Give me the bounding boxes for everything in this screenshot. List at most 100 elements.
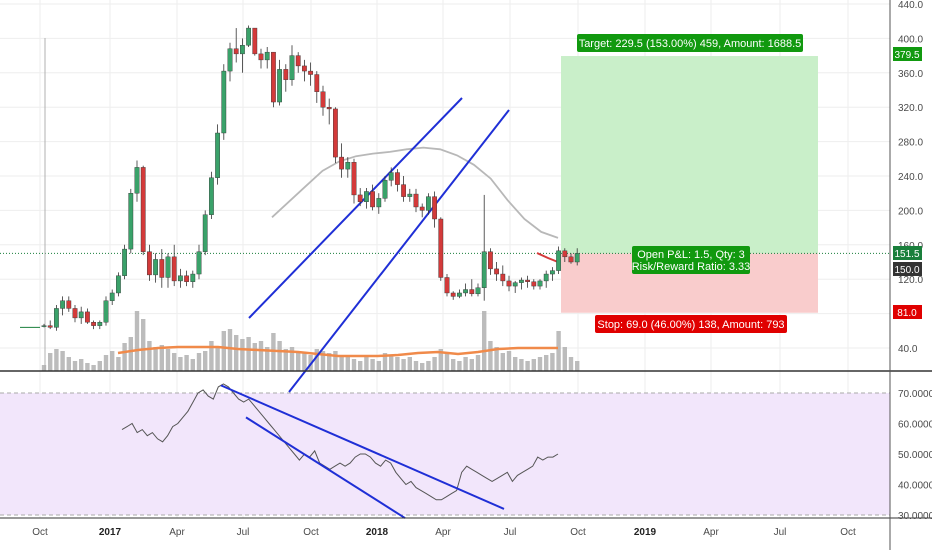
- volume-bar: [506, 351, 512, 371]
- pnl-label: Open P&L: 1.5, Qty: 3 Risk/Reward Ratio:…: [632, 246, 750, 274]
- candle-body: [512, 282, 518, 287]
- candle-body: [357, 194, 363, 202]
- price-tick-label: 320.0: [898, 103, 923, 114]
- rsi-pane: [0, 383, 890, 519]
- candle-body: [190, 273, 196, 282]
- pnl-label-text: Open P&L: 1.5, Qty: 3: [637, 249, 745, 261]
- candle-body: [562, 250, 568, 258]
- volume-bar: [475, 355, 481, 371]
- candle-body: [47, 325, 53, 328]
- candle-body: [196, 251, 202, 275]
- volume-bar: [116, 357, 121, 371]
- rsi-tick-label: 40.0000: [898, 481, 932, 492]
- candle-body: [481, 251, 487, 288]
- candle-body: [432, 196, 437, 220]
- candle-body: [184, 275, 189, 282]
- moving-average-line: [271, 146, 559, 239]
- volume-bar: [407, 357, 412, 371]
- stop-label-text: Stop: 69.0 (46.00%) 138, Amount: 793: [597, 319, 784, 331]
- candle-body: [426, 196, 431, 211]
- candle-body: [177, 275, 183, 282]
- target-price-tag: 379.5: [893, 47, 922, 61]
- time-tick-label: Jul: [504, 527, 517, 538]
- volume-bar: [240, 339, 245, 371]
- volume-bar: [227, 329, 233, 371]
- position-zones: [0, 56, 890, 313]
- volume-bar: [110, 351, 115, 371]
- volume-bar: [215, 347, 220, 371]
- candle-body: [60, 300, 66, 309]
- stop-price-tag-text: 81.0: [897, 308, 917, 319]
- volume-bar: [395, 357, 400, 371]
- candle-body: [519, 279, 524, 283]
- candle-body: [537, 280, 543, 287]
- entry-price-tag-box: [893, 246, 922, 260]
- candle-body: [283, 69, 289, 80]
- price-tick-label: 200.0: [898, 206, 923, 217]
- volume-bar: [333, 351, 338, 371]
- price-tick-label: 280.0: [898, 138, 923, 149]
- volume-bar: [72, 361, 78, 371]
- price-tick-label: 400.0: [898, 34, 923, 45]
- candle-body: [550, 270, 555, 275]
- volume-bar: [389, 355, 394, 371]
- volume-bar: [302, 353, 307, 371]
- volume-bar: [258, 341, 264, 371]
- time-tick-label: Apr: [703, 527, 719, 538]
- candle-body: [388, 172, 394, 181]
- volume-bar: [246, 337, 251, 371]
- volume-bar: [196, 353, 202, 371]
- candle-body: [457, 292, 462, 297]
- volume-bar: [314, 349, 319, 371]
- volume-bar: [358, 361, 363, 371]
- candle-body: [376, 198, 382, 208]
- volume-bar: [190, 359, 195, 371]
- volume-bar: [296, 351, 301, 371]
- candles: [20, 25, 580, 331]
- candle-body: [407, 193, 413, 197]
- candle-body: [109, 292, 115, 301]
- candle-body: [271, 51, 276, 103]
- volume-bar: [401, 359, 406, 371]
- last-price-tag-box: [893, 262, 922, 276]
- target-label-box: [577, 34, 803, 52]
- candle-body: [246, 27, 251, 46]
- candle-body: [475, 287, 481, 295]
- entry-price-tag: 151.5: [893, 246, 922, 260]
- candle-body: [221, 70, 227, 134]
- candle-body: [66, 300, 72, 309]
- stop-label: Stop: 69.0 (46.00%) 138, Amount: 793: [595, 315, 787, 333]
- volume-bar: [550, 353, 555, 371]
- candle-body: [382, 180, 388, 199]
- time-tick-label: Oct: [840, 527, 856, 538]
- candle-body: [333, 108, 338, 158]
- volume-bar: [525, 361, 530, 371]
- channel-line: [288, 109, 510, 393]
- volume-bar: [482, 311, 487, 371]
- candle-body: [302, 65, 307, 72]
- volume-bar: [41, 365, 47, 371]
- volume-bar: [420, 363, 425, 371]
- pnl-label-box: [632, 246, 750, 274]
- volume-bar: [382, 353, 388, 371]
- volume-bar: [277, 341, 282, 371]
- rsi-line: [121, 383, 559, 501]
- candle-body: [128, 192, 134, 250]
- candle-body: [289, 55, 295, 80]
- short-trend-line: [536, 252, 559, 263]
- volume-bar: [221, 331, 226, 371]
- candle-body: [450, 292, 456, 297]
- candle-body: [351, 162, 357, 196]
- last-price-tag: 150.0: [893, 262, 922, 276]
- volume-bar: [320, 351, 326, 371]
- target-price-tag-box: [893, 47, 922, 61]
- candle-body: [444, 277, 450, 294]
- volume-bar: [327, 353, 332, 371]
- candle-body: [215, 132, 220, 178]
- volume-bar: [345, 357, 350, 371]
- target-label-text: Target: 229.5 (153.00%) 459, Amount: 168…: [579, 38, 802, 50]
- volume-bar: [91, 365, 96, 371]
- volume-bar: [209, 341, 214, 371]
- volume-bar: [488, 341, 493, 371]
